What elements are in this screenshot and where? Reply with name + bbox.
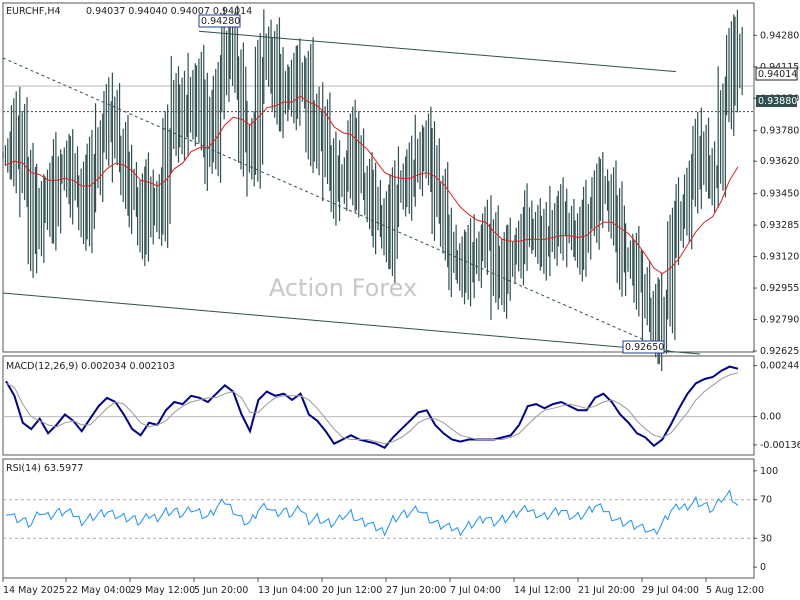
price-tick-label: 0.92955 [760, 283, 799, 294]
rsi-line [5, 488, 739, 537]
rsi-tick-label: 30 [760, 533, 772, 544]
price-tick-label: 0.93450 [760, 189, 799, 200]
time-tick-label: 7 Jul 04:00 [450, 585, 501, 596]
macd-title: MACD(12,26,9) 0.002034 0.002103 [6, 361, 175, 372]
channel-upper-line [198, 30, 677, 73]
current-price-box [755, 67, 798, 81]
high-annotation-box [198, 14, 241, 28]
signal-line [5, 372, 739, 445]
macd-tick-label: 0.002445 [760, 361, 800, 372]
time-tick-label: 21 Jul 20:00 [578, 585, 635, 596]
current-price-label: 0.94014 [758, 69, 797, 80]
macd-line [5, 365, 739, 450]
channel-mid-line [2, 57, 673, 353]
panel-frame [2, 458, 755, 579]
time-tick-label: 13 Jun 04:00 [258, 585, 318, 596]
time-tick-label: 14 May 2025 [3, 585, 65, 596]
low-annotation-box [622, 340, 665, 354]
time-tick-label: 5 Jun 20:00 [194, 585, 248, 596]
time-tick-label: 27 Jun 20:00 [386, 585, 446, 596]
price-tick-label: 0.94115 [760, 62, 799, 73]
price-tick-label: 0.93120 [760, 252, 799, 263]
macd-tick-label: -0.00136 [760, 440, 800, 451]
time-tick-label: 29 Jul 04:00 [642, 585, 699, 596]
channel-lower-line [2, 292, 701, 355]
rsi-tick-label: 70 [760, 495, 772, 506]
ohlc-label: 0.94037 0.94040 0.94007 0.94014 [86, 6, 252, 17]
level-price-label: 0.93880 [758, 96, 797, 107]
symbol-label: EURCHF,H4 [6, 6, 61, 17]
time-tick-label: 29 May 12:00 [130, 585, 195, 596]
time-tick-label: 5 Aug 12:00 [706, 585, 764, 596]
high-annotation: 0.94280 [201, 16, 240, 27]
time-tick-label: 14 Jul 12:00 [514, 585, 571, 596]
time-tick-label: 22 May 04:00 [66, 585, 131, 596]
price-tick-label: 0.94280 [760, 30, 799, 41]
watermark: Action Forex [269, 274, 417, 302]
macd-tick-label: 0.00 [760, 412, 781, 423]
rsi-tick-label: 100 [760, 466, 778, 477]
time-tick-label: 20 Jun 12:00 [322, 585, 382, 596]
price-panel: 0.942800.941150.939500.937800.936200.934… [2, 5, 799, 372]
price-tick-label: 0.92790 [760, 315, 799, 326]
price-tick-label: 0.93780 [760, 126, 799, 137]
rsi-panel: 100 70 30 0 [3, 466, 778, 573]
price-tick-label: 0.93620 [760, 156, 799, 167]
rsi-title: RSI(14) 63.5977 [6, 463, 83, 474]
panel-frame [2, 355, 755, 456]
price-tick-label: 0.93285 [760, 220, 799, 231]
panel-frame [2, 2, 755, 353]
ema-line [5, 95, 739, 275]
price-tick-label: 0.92625 [760, 346, 799, 357]
low-annotation: 0.92650 [625, 342, 664, 353]
level-price-box [756, 95, 797, 107]
rsi-tick-label: 0 [760, 562, 766, 573]
macd-panel: 0.002445 0.00 -0.00136 [3, 361, 800, 451]
